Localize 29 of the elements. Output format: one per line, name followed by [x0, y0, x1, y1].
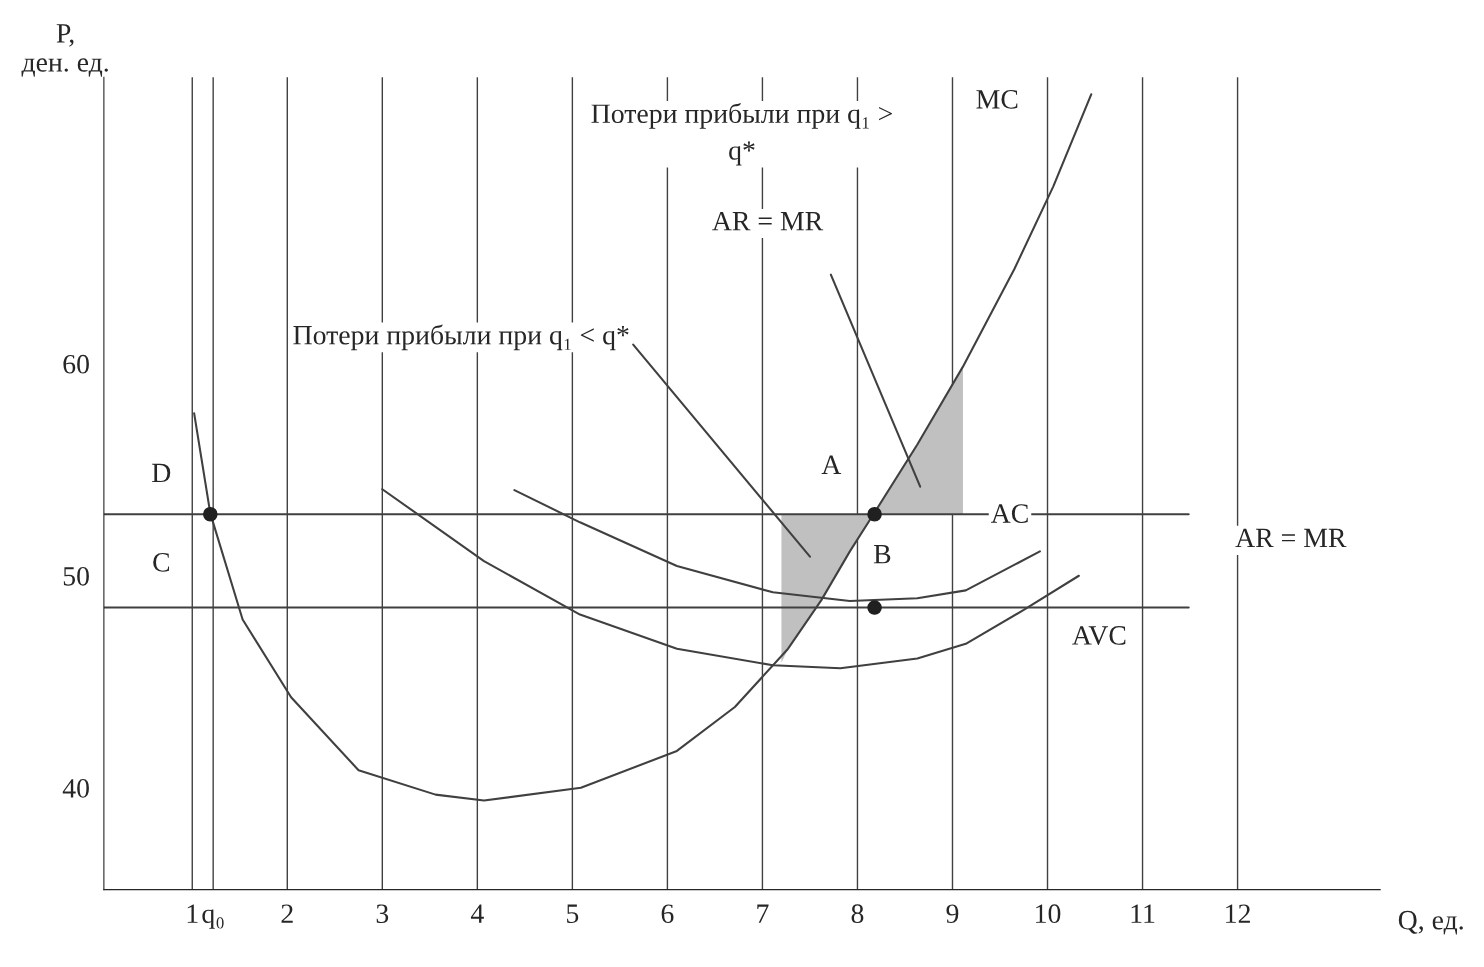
annotation: AR = MR — [1235, 528, 1347, 548]
annotation: AVC — [1072, 626, 1126, 645]
x-tick-label: 3 — [376, 904, 389, 924]
x-tick-label: 12 — [1226, 904, 1250, 923]
annotation: D — [152, 463, 171, 483]
y-tick-label: 60 — [63, 354, 89, 374]
x-tick-label: 1 — [187, 904, 198, 923]
x-tick-label: 2 — [281, 904, 293, 923]
x-tick-label: 9 — [946, 904, 959, 924]
x-tick-label: 7 — [757, 904, 769, 923]
y-tick-label: 50 — [63, 566, 89, 586]
annotation: B — [873, 545, 891, 564]
annotation: AC — [990, 504, 1028, 523]
y-tick-label: 40 — [62, 779, 89, 798]
annotation: MC — [976, 90, 1018, 109]
annotation: C — [153, 553, 170, 572]
annotation: Потери прибыли при q₁ > q* — [591, 102, 892, 166]
x-tick-label: 11 — [1131, 904, 1155, 923]
annotation: A — [821, 455, 842, 474]
x-axis-title: Q, ед. — [1398, 910, 1463, 935]
x-tick-label: 5 — [567, 904, 579, 924]
annotation: AR = MR — [712, 211, 824, 231]
annotation: Потери прибыли при q₁ < q* — [293, 324, 629, 351]
y-axis-title: P, ден. ед. — [21, 24, 108, 77]
x-tick-label: 10 — [1036, 904, 1061, 924]
x-tick-label: 6 — [661, 904, 674, 924]
x-tick-label: 4 — [470, 904, 484, 923]
x-tick-label: q₀ — [202, 909, 224, 929]
x-tick-label: 8 — [851, 904, 864, 924]
